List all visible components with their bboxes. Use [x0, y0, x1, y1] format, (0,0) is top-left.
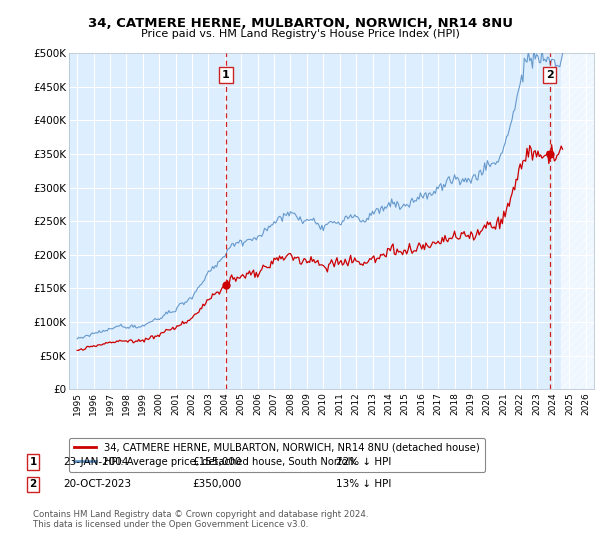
Text: 1: 1 — [29, 457, 37, 467]
Text: 20-OCT-2023: 20-OCT-2023 — [63, 479, 131, 489]
Text: 1: 1 — [222, 70, 230, 80]
Text: Price paid vs. HM Land Registry's House Price Index (HPI): Price paid vs. HM Land Registry's House … — [140, 29, 460, 39]
Text: Contains HM Land Registry data © Crown copyright and database right 2024.
This d: Contains HM Land Registry data © Crown c… — [33, 510, 368, 529]
Text: 34, CATMERE HERNE, MULBARTON, NORWICH, NR14 8NU: 34, CATMERE HERNE, MULBARTON, NORWICH, N… — [88, 17, 512, 30]
Text: £350,000: £350,000 — [192, 479, 241, 489]
Text: 2: 2 — [29, 479, 37, 489]
Legend: 34, CATMERE HERNE, MULBARTON, NORWICH, NR14 8NU (detached house), HPI: Average p: 34, CATMERE HERNE, MULBARTON, NORWICH, N… — [69, 438, 485, 472]
Text: 13% ↓ HPI: 13% ↓ HPI — [336, 479, 391, 489]
Text: 22% ↓ HPI: 22% ↓ HPI — [336, 457, 391, 467]
Bar — [561, 53, 594, 389]
Text: 23-JAN-2004: 23-JAN-2004 — [63, 457, 128, 467]
Text: £155,000: £155,000 — [192, 457, 241, 467]
Text: 2: 2 — [546, 70, 554, 80]
